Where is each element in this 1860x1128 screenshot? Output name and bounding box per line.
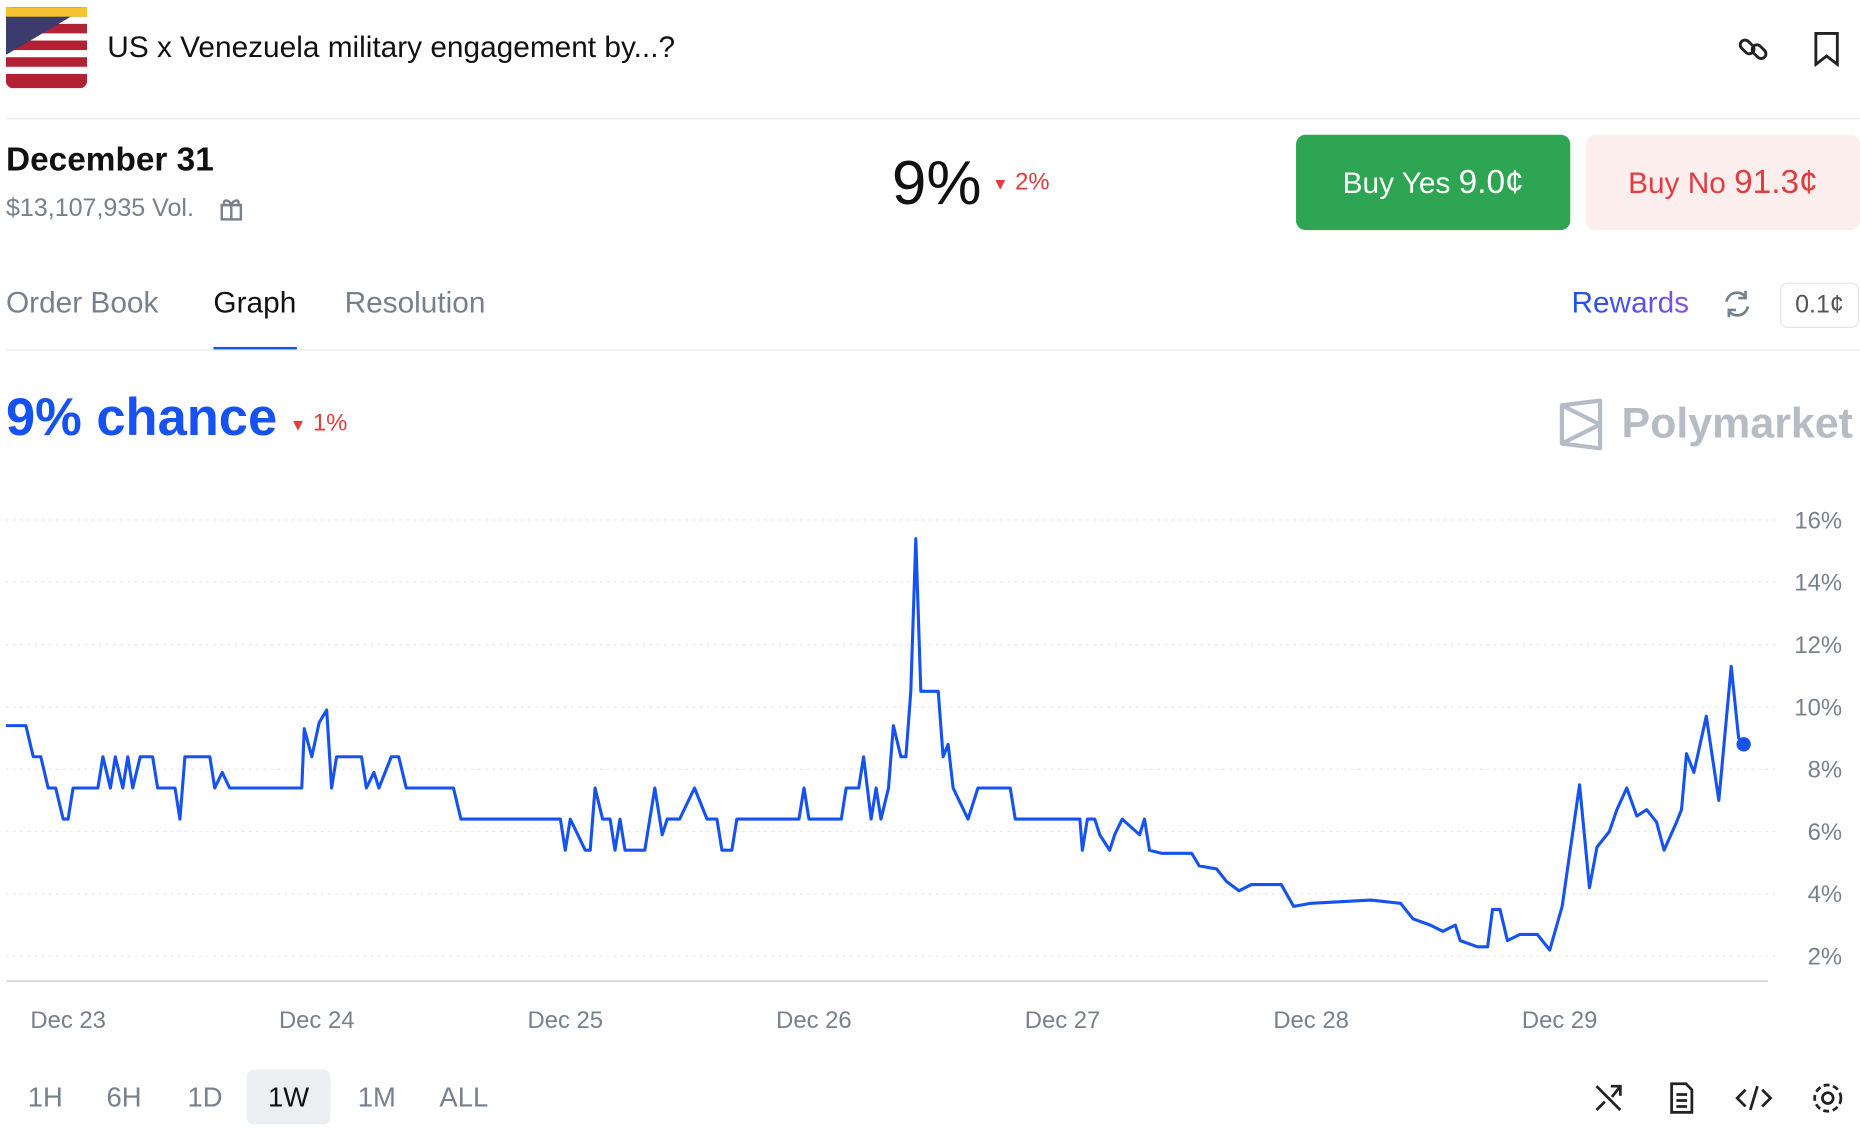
current-price: 9%: [891, 149, 982, 219]
brand-logo: [1559, 398, 1603, 451]
buy-yes-label: Buy Yes: [1342, 166, 1451, 201]
x-tick-label: Dec 27: [1025, 1007, 1101, 1034]
tab-underline: [213, 346, 297, 351]
price-change-value: 2%: [1015, 169, 1050, 196]
outcome-name: December 31: [5, 140, 214, 178]
y-tick-label: 16%: [1794, 507, 1842, 534]
range-button[interactable]: 1D: [187, 1081, 223, 1113]
price-line: [5, 537, 1745, 952]
y-tick-label: 6%: [1808, 819, 1842, 846]
link-button[interactable]: [1736, 31, 1772, 67]
range-button-active[interactable]: 1W: [246, 1069, 331, 1125]
x-tick-label: Dec 23: [30, 1007, 106, 1034]
y-tick-label: 8%: [1808, 757, 1842, 784]
y-tick-label: 12%: [1794, 632, 1842, 659]
buy-no-label: Buy No: [1628, 166, 1726, 201]
chance-change: ▼ 1%: [289, 410, 348, 437]
x-tick-label: Dec 29: [1522, 1007, 1598, 1034]
x-tick-label: Dec 28: [1273, 1007, 1349, 1034]
buy-yes-price: 9.0¢: [1458, 163, 1524, 201]
volume: $13,107,935 Vol.: [5, 194, 194, 222]
refresh-icon[interactable]: [1722, 289, 1753, 320]
x-tick-label: Dec 24: [279, 1007, 355, 1034]
x-tick-label: Dec 25: [528, 1007, 604, 1034]
tab[interactable]: Order Book: [5, 286, 159, 320]
price-chart: 2% 4% 6% 8% 10% 12% 14% 16% Dec 23 Dec 24 Dec 25 De…: [5, 507, 1842, 1034]
buy-no-price: 91.3¢: [1734, 163, 1818, 201]
bookmark-button[interactable]: [1812, 31, 1841, 67]
y-tick-label: 10%: [1794, 694, 1842, 721]
chart-tools[interactable]: [1593, 1080, 1860, 1116]
tab-active[interactable]: Graph: [213, 286, 297, 320]
divider: [5, 118, 1860, 120]
buy-no-button[interactable]: Buy No 91.3¢: [1585, 134, 1860, 231]
range-button[interactable]: 1H: [27, 1081, 63, 1113]
brand-name: Polymarket: [1621, 398, 1853, 448]
gift-icon: [220, 199, 243, 221]
price-change: ▼ 2%: [991, 169, 1050, 196]
tab[interactable]: Resolution: [344, 286, 486, 320]
chance-change-value: 1%: [312, 410, 348, 437]
range-button[interactable]: ALL: [439, 1081, 489, 1113]
rewards-link[interactable]: Rewards: [1571, 286, 1690, 320]
divider: [5, 349, 1860, 351]
chance-headline: 9% chance: [5, 388, 278, 448]
spread-badge: 0.1¢: [1780, 282, 1859, 328]
range-button[interactable]: 1M: [357, 1081, 396, 1113]
y-tick-label: 2%: [1808, 944, 1842, 971]
market-icon: [5, 7, 88, 89]
y-tick-label: 4%: [1808, 881, 1842, 908]
range-button[interactable]: 6H: [106, 1081, 142, 1113]
buy-yes-button[interactable]: Buy Yes 9.0¢: [1296, 134, 1571, 231]
y-tick-label: 14%: [1794, 570, 1842, 597]
market-title: US x Venezuela military engagement by...…: [107, 30, 676, 65]
x-tick-label: Dec 26: [776, 1007, 852, 1034]
last-point: [1736, 737, 1751, 752]
